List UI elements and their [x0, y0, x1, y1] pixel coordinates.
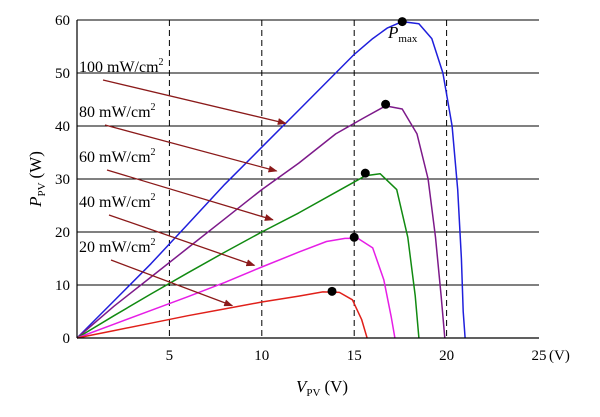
series-layer: [76, 20, 466, 339]
pmax-label-sub: max: [398, 33, 417, 45]
y-tick-label: 0: [63, 331, 71, 347]
y-axis-title-main: P: [26, 197, 45, 208]
pmax-marker: [381, 99, 391, 109]
pmax-marker: [397, 17, 407, 27]
pmax-marker: [349, 232, 359, 242]
series-line: [76, 20, 466, 339]
annotation-label: 80 mW/cm2: [79, 102, 156, 121]
annotation-arrow: [110, 259, 234, 307]
annotation-label: 100 mW/cm2: [79, 57, 164, 76]
series-line: [76, 237, 396, 339]
annotation-arrow: [106, 169, 274, 221]
pmax-marker: [327, 286, 337, 296]
series-line: [76, 105, 446, 339]
y-tick-label: 20: [55, 225, 70, 241]
y-tick-label: 40: [55, 119, 70, 135]
x-tick-label: 10: [254, 348, 269, 364]
y-tick-label: 60: [55, 13, 70, 29]
x-tick-label: 5: [166, 348, 174, 364]
pmax-label-main: P: [387, 23, 398, 42]
x-axis-title-main: V: [296, 377, 309, 396]
y-tick-label: 10: [55, 278, 70, 294]
y-tick-label: 30: [55, 172, 70, 188]
marker-layer: [327, 17, 407, 296]
x-tick-label: 25: [532, 348, 547, 364]
annotation-arrow: [102, 79, 287, 125]
annotation-label-text: 60 mW/cm: [79, 149, 151, 166]
y-tick-label: 50: [55, 66, 70, 82]
annotation-label-text: 20 mW/cm: [79, 239, 151, 256]
axes-layer: [76, 20, 539, 339]
x-axis-unit-label: (V): [549, 348, 570, 364]
y-axis-title: PPV (W): [26, 151, 48, 208]
annotation-label-sup: 2: [159, 57, 164, 68]
tick-layer: 5 10 15 20 25 0 10 20 30 40 50 60: [55, 13, 547, 364]
annotation-label-sup: 2: [151, 192, 156, 203]
annotation-label-sup: 2: [151, 237, 156, 248]
annotation-label-text: 80 mW/cm: [79, 104, 151, 121]
y-axis-title-unit: (W): [26, 151, 45, 178]
x-tick-label: 20: [439, 348, 454, 364]
series-line: [76, 291, 368, 339]
x-tick-label: 15: [347, 348, 362, 364]
annotation-label: 60 mW/cm2: [79, 147, 156, 166]
x-axis-title-sub: PV: [306, 387, 320, 399]
annotation-label-text: 100 mW/cm: [79, 59, 159, 76]
x-axis-title-unit: (V): [324, 377, 348, 396]
annotation-label-sup: 2: [151, 102, 156, 113]
pmax-marker: [360, 168, 370, 178]
x-axis-title: VPV (V): [296, 377, 348, 399]
annotation-label: 20 mW/cm2: [79, 237, 156, 256]
annotation-arrow: [104, 124, 278, 173]
grid-layer: [77, 19, 539, 338]
series-line: [76, 172, 420, 339]
annotation-label: 40 mW/cm2: [79, 192, 156, 211]
annotation-label-text: 40 mW/cm: [79, 194, 151, 211]
y-axis-title-sub: PV: [36, 182, 48, 196]
annotation-arrow: [108, 214, 256, 267]
pmax-label: Pmax: [387, 23, 418, 45]
annotation-label-sup: 2: [151, 147, 156, 158]
